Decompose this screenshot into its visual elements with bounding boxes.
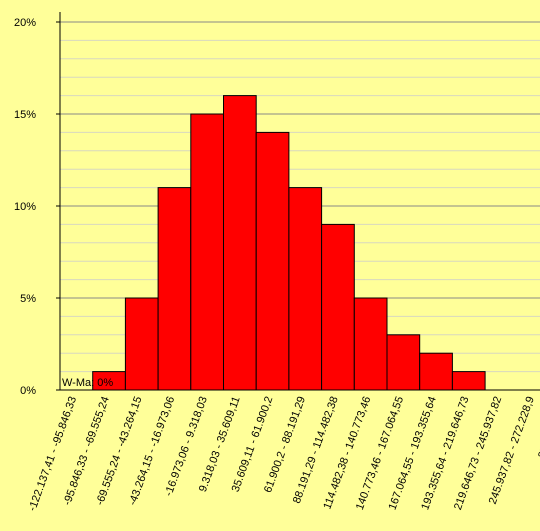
y-tick-label: 20% xyxy=(14,17,36,29)
x-tick-label: 272.228,9 - 2 xyxy=(536,395,540,460)
bar xyxy=(255,131,290,391)
bar xyxy=(190,113,225,391)
bar xyxy=(124,297,159,391)
bar xyxy=(386,334,421,391)
bar xyxy=(353,297,388,391)
y-tick-label: 5% xyxy=(20,293,36,305)
bar xyxy=(451,371,486,391)
bar xyxy=(288,187,323,391)
y-tick-label: 10% xyxy=(14,201,36,213)
y-tick-label: 15% xyxy=(14,109,36,121)
y-tick-label: 0% xyxy=(20,385,36,397)
bar xyxy=(419,352,453,391)
bar xyxy=(321,223,355,391)
bar xyxy=(223,95,257,391)
annotation: W-Ma: 0% xyxy=(62,377,113,389)
bar xyxy=(157,187,192,391)
